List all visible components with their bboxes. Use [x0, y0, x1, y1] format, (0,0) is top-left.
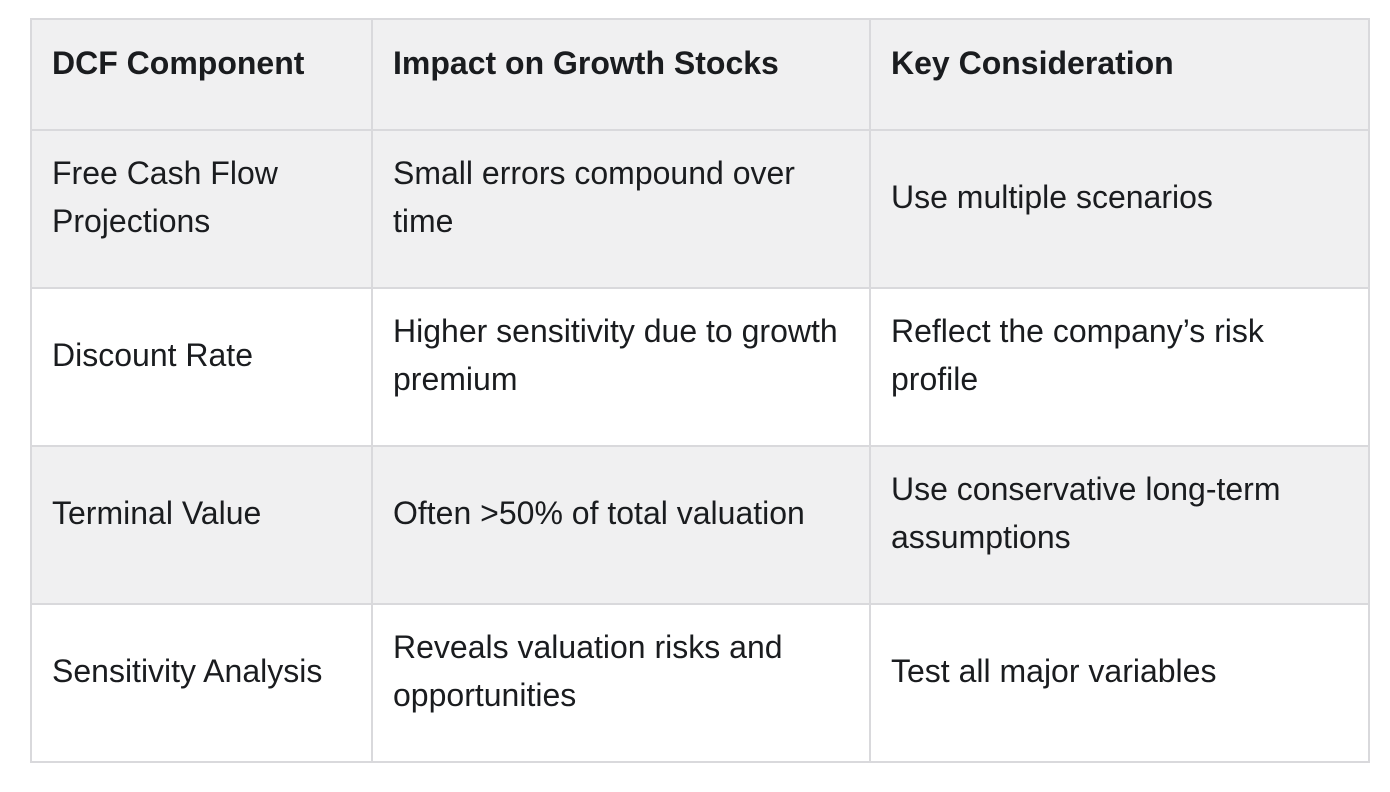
column-header-impact: Impact on Growth Stocks — [371, 18, 871, 131]
table-body: Free Cash Flow Projections Small errors … — [30, 129, 1370, 763]
cell-impact: Reveals valuation risks and opportunitie… — [371, 603, 871, 763]
cell-component: Terminal Value — [30, 445, 373, 605]
table-row: Sensitivity Analysis Reveals valuation r… — [30, 603, 1370, 763]
header-row: DCF Component Impact on Growth Stocks Ke… — [30, 18, 1370, 131]
table-row: Free Cash Flow Projections Small errors … — [30, 129, 1370, 289]
cell-consideration: Test all major variables — [869, 603, 1370, 763]
column-header-component: DCF Component — [30, 18, 373, 131]
cell-impact: Small errors compound over time — [371, 129, 871, 289]
cell-consideration: Reflect the company’s risk profile — [869, 287, 1370, 447]
cell-component: Sensitivity Analysis — [30, 603, 373, 763]
cell-consideration: Use multiple scenarios — [869, 129, 1370, 289]
cell-impact: Higher sensitivity due to growth premium — [371, 287, 871, 447]
cell-impact: Often >50% of total valuation — [371, 445, 871, 605]
cell-component: Free Cash Flow Projections — [30, 129, 373, 289]
table-row: Discount Rate Higher sensitivity due to … — [30, 287, 1370, 447]
dcf-components-table: DCF Component Impact on Growth Stocks Ke… — [30, 18, 1370, 763]
table-row: Terminal Value Often >50% of total valua… — [30, 445, 1370, 605]
cell-consideration: Use conservative long-term assumptions — [869, 445, 1370, 605]
column-header-consideration: Key Consideration — [869, 18, 1370, 131]
cell-component: Discount Rate — [30, 287, 373, 447]
